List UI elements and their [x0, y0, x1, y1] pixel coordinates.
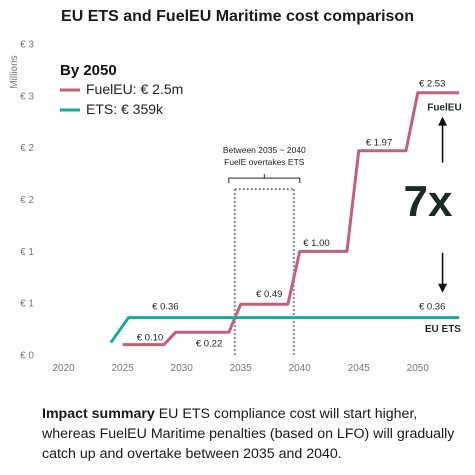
series-end-label-1: EU ETS [425, 324, 461, 335]
x-tick-label-4: 2040 [289, 363, 312, 374]
ratio-arrow-up-head [438, 116, 448, 126]
y-tick-label-1: € 1 [20, 299, 34, 310]
ratio-annotation: 7x [404, 116, 453, 293]
data-label-5: € 1.97 [366, 138, 392, 149]
y-tick-label-6: € 3 [20, 40, 34, 51]
x-tick-label-2: 2030 [171, 363, 194, 374]
chart-title: EU ETS and FuelEU Maritime cost comparis… [61, 8, 414, 25]
ratio-text: 7x [404, 177, 453, 226]
x-tick-label-0: 2020 [52, 363, 75, 374]
period-annotation: Between 2035 ~ 2040 FuelE overtakes ETS [223, 145, 306, 355]
legend-entry-1: ETS: € 359k [86, 101, 164, 117]
x-tick-labels: 2020 2025 2030 2035 2040 2045 2050 [52, 363, 429, 374]
period-bracket [228, 174, 301, 184]
x-tick-label-3: 2035 [230, 363, 253, 374]
series-lines [109, 91, 460, 347]
impact-summary: Impact summary EU ETS compliance cost wi… [42, 404, 472, 464]
legend-heading: By 2050 [60, 62, 117, 79]
y-tick-label-2: € 1 [20, 247, 34, 258]
chart-svg: Millions € 0€ 1€ 1€ 2€ 2€ 3€ 3 2020 2025 2… [9, 40, 462, 375]
data-label-0: € 0.10 [137, 332, 163, 343]
legend-entry-0: FuelEU: € 2.5m [86, 81, 183, 97]
ratio-arrow-down-head [438, 283, 448, 293]
data-label-6: € 2.53 [419, 79, 445, 90]
impact-summary-text: EU ETS compliance cost will start higher… [42, 406, 455, 462]
data-label-7: € 0.36 [419, 301, 445, 312]
data-label-2: € 0.36 [152, 301, 178, 312]
data-label-3: € 0.49 [256, 289, 282, 300]
y-tick-labels: € 0 € 1 € 1 € 2 € 2 € 3 € 3 [20, 40, 34, 362]
data-label-4: € 1.00 [303, 238, 329, 249]
data-label-1: € 0.22 [196, 339, 222, 350]
y-tick-label-4: € 2 [20, 143, 34, 154]
x-tick-label-5: 2045 [348, 363, 371, 374]
series-line-fueleu [122, 91, 460, 347]
series-end-label-0: FuelEU [427, 102, 461, 113]
period-text-0: Between 2035 ~ 2040 [223, 145, 306, 155]
legend-background [52, 53, 232, 119]
y-axis-label: Millions [9, 55, 20, 88]
x-tick-label-1: 2025 [112, 363, 135, 374]
y-tick-label-0: € 0 [20, 351, 34, 362]
series-line-ets [109, 316, 460, 344]
impact-summary-heading: Impact summary [42, 406, 155, 422]
data-labels: € 0.10 € 0.22 € 0.36 € 0.49 € 1.00 € 1.97 € 2.… [137, 79, 462, 350]
y-tick-label-5: € 3 [20, 91, 34, 102]
legend: By 2050 FuelEU: € 2.5m ETS: € 359k [52, 53, 232, 119]
y-tick-label-3: € 2 [20, 195, 34, 206]
x-tick-label-6: 2050 [407, 363, 430, 374]
period-text-1: FuelE overtakes ETS [224, 157, 305, 167]
